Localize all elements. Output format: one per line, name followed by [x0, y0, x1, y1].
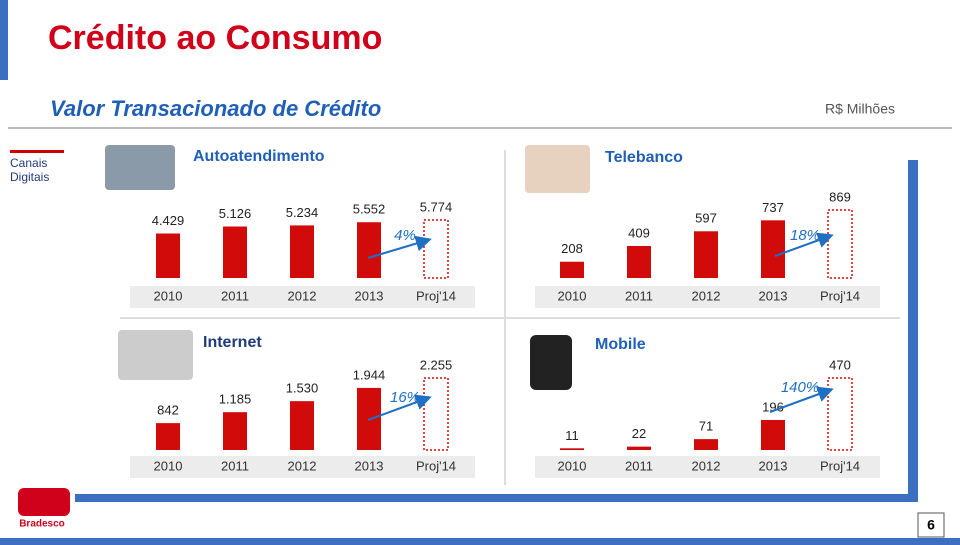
growth-arrow — [769, 386, 834, 413]
category-strip — [535, 456, 880, 478]
x-tick-label: Proj'14 — [820, 458, 860, 473]
bar — [357, 222, 381, 278]
x-tick-label: Proj'14 — [416, 458, 456, 473]
unit: R$ Milhões — [825, 101, 895, 117]
value-label: 5.552 — [353, 202, 386, 217]
x-tick-label: 2010 — [558, 458, 587, 473]
growth-label: 140% — [781, 379, 819, 396]
bar — [761, 220, 785, 278]
bar — [627, 446, 651, 450]
value-label: 71 — [699, 419, 713, 434]
value-label: 470 — [829, 357, 851, 372]
growth-label: 4% — [394, 227, 416, 244]
value-label: 11 — [565, 428, 579, 443]
projected-bar — [827, 377, 853, 451]
logo — [18, 488, 70, 516]
value-label: 196 — [762, 399, 784, 414]
value-label: 842 — [157, 403, 179, 418]
value-label: 208 — [561, 241, 583, 256]
chart-title: Mobile — [595, 336, 646, 353]
bar — [560, 448, 584, 450]
x-tick-label: Proj'14 — [416, 288, 456, 303]
x-tick-label: 2012 — [288, 458, 317, 473]
bar — [223, 412, 247, 450]
slide-title: Crédito ao Consumo — [48, 19, 382, 57]
category-strip — [130, 286, 475, 308]
growth-arrow — [774, 232, 834, 257]
bar — [694, 231, 718, 278]
bar — [694, 439, 718, 450]
value-label: 5.234 — [286, 205, 319, 220]
accent-bar — [0, 0, 8, 80]
x-tick-label: 2010 — [154, 458, 183, 473]
growth-arrow — [367, 394, 432, 421]
value-label: 4.429 — [152, 213, 185, 228]
x-tick-label: 2012 — [692, 288, 721, 303]
chart-title: Telebanco — [605, 149, 683, 166]
x-tick-label: 2010 — [558, 288, 587, 303]
value-label: 2.255 — [420, 357, 453, 372]
value-label: 22 — [632, 426, 646, 441]
value-label: 1.530 — [286, 381, 319, 396]
growth-label: 18% — [790, 227, 820, 244]
bar — [290, 225, 314, 278]
bar — [156, 423, 180, 450]
growth-arrow — [367, 235, 432, 259]
x-tick-label: Proj'14 — [820, 288, 860, 303]
projected-bar — [423, 377, 449, 451]
growth-label: 16% — [390, 389, 420, 406]
value-label: 1.185 — [219, 392, 252, 407]
chart-title: Internet — [203, 334, 262, 351]
page-box — [917, 512, 945, 538]
side-label: Canais Digitais — [10, 150, 64, 184]
x-tick-label: 2011 — [221, 288, 249, 303]
value-label: 409 — [628, 225, 650, 240]
x-tick-label: 2011 — [221, 458, 249, 473]
value-label: 869 — [829, 189, 851, 204]
x-tick-label: 2012 — [692, 458, 721, 473]
value-label: 1.944 — [353, 367, 386, 382]
bar — [627, 245, 651, 278]
category-strip — [535, 286, 880, 308]
x-tick-label: 2013 — [759, 288, 788, 303]
page-number: 6 — [927, 517, 935, 533]
x-tick-label: 2013 — [355, 288, 384, 303]
bar — [560, 261, 584, 278]
value-label: 5.774 — [420, 199, 453, 214]
x-tick-label: 2012 — [288, 288, 317, 303]
bar — [223, 226, 247, 278]
x-tick-label: 2011 — [625, 288, 653, 303]
x-tick-label: 2013 — [355, 458, 384, 473]
icon-atm — [105, 145, 175, 190]
icon-callcenter — [525, 145, 590, 193]
icon-laptop — [118, 330, 193, 380]
x-tick-label: 2010 — [154, 288, 183, 303]
projected-bar — [423, 219, 449, 279]
bar — [761, 419, 785, 450]
value-label: 597 — [695, 211, 717, 226]
footer-bar — [0, 538, 960, 545]
frame-bottom — [75, 494, 918, 502]
value-label: 5.126 — [219, 206, 252, 221]
subtitle: Valor Transacionado de Crédito — [50, 96, 381, 121]
brand: Bradesco — [19, 519, 65, 530]
value-label: 737 — [762, 200, 784, 215]
x-tick-label: 2013 — [759, 458, 788, 473]
icon-phone — [530, 335, 572, 390]
frame-right — [908, 160, 918, 500]
category-strip — [130, 456, 475, 478]
x-tick-label: 2011 — [625, 458, 653, 473]
bar — [290, 401, 314, 450]
chart-title: Autoatendimento — [193, 148, 325, 165]
bar — [156, 233, 180, 278]
projected-bar — [827, 209, 853, 279]
